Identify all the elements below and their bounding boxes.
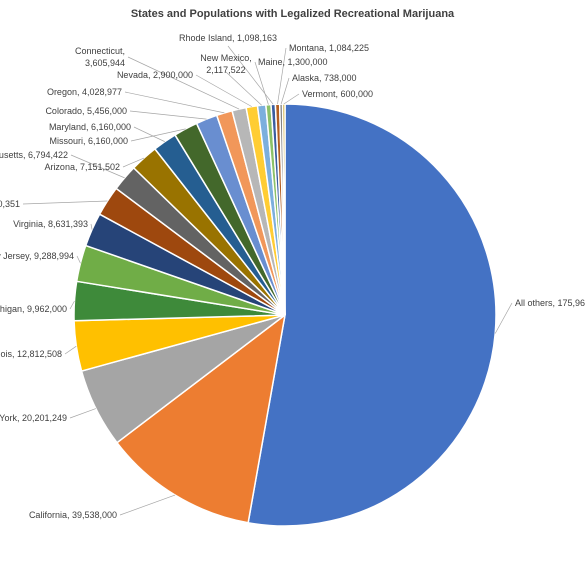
- data-label: Arizona, 7,151,502: [44, 162, 120, 172]
- pie-slice: [115, 313, 287, 524]
- data-label: Vermont, 600,000: [302, 89, 374, 99]
- leader-line: [70, 154, 125, 179]
- leader-line: [133, 126, 165, 142]
- data-label: Montana, 1,084,225: [289, 43, 370, 53]
- leader-line: [494, 302, 513, 334]
- data-label: Michigan, 9,962,000: [0, 304, 67, 314]
- data-label: Connecticut, 3,605,944: [74, 46, 125, 68]
- leader-line: [76, 255, 81, 264]
- leader-line: [277, 47, 287, 105]
- data-label: New York, 20,201,249: [0, 413, 67, 423]
- leader-line: [283, 93, 300, 105]
- leader-line: [225, 71, 262, 106]
- leader-line: [90, 223, 93, 230]
- data-label: Oregon, 4,028,977: [46, 87, 122, 97]
- leader-line: [129, 110, 207, 120]
- data-label: Missouri, 6,160,000: [49, 136, 128, 146]
- pie-slice: [247, 103, 497, 527]
- data-label: Nevada, 2,900,000: [116, 70, 193, 80]
- leader-line: [227, 45, 274, 105]
- data-label: Maryland, 6,160,000: [48, 122, 131, 132]
- leader-line: [69, 408, 96, 419]
- leader-line: [22, 200, 108, 205]
- leader-line: [127, 56, 240, 110]
- data-label: New Jersey, 9,288,994: [0, 251, 74, 261]
- pie-slice: [281, 103, 286, 316]
- leader-line: [130, 128, 186, 142]
- data-label: Washington, 7,700,351: [0, 199, 20, 209]
- leader-line: [124, 91, 225, 114]
- data-label: Rhode Island, 1,098,163: [178, 33, 278, 43]
- data-label: Colorado, 5,456,000: [45, 106, 127, 116]
- leader-line: [119, 494, 176, 516]
- chart-title: States and Populations with Legalized Re…: [130, 8, 455, 20]
- leader-line: [280, 77, 290, 105]
- data-label: Maine, 1,300,000: [258, 57, 328, 67]
- leader-line: [122, 157, 145, 168]
- data-label: Alaska, 738,000: [292, 73, 357, 83]
- data-label: Virginia, 8,631,393: [13, 219, 88, 229]
- leader-line: [64, 345, 77, 355]
- leader-line: [254, 61, 269, 105]
- data-label: California, 39,538,000: [28, 510, 117, 520]
- data-label: Massachusetts, 6,794,422: [0, 150, 68, 160]
- data-label: Illinois, 12,812,508: [0, 349, 62, 359]
- leader-line: [69, 300, 75, 310]
- data-label: All others, 175,960,000: [515, 298, 585, 308]
- data-label: New Mexico, 2,117,522: [200, 53, 252, 75]
- leader-line: [195, 74, 252, 107]
